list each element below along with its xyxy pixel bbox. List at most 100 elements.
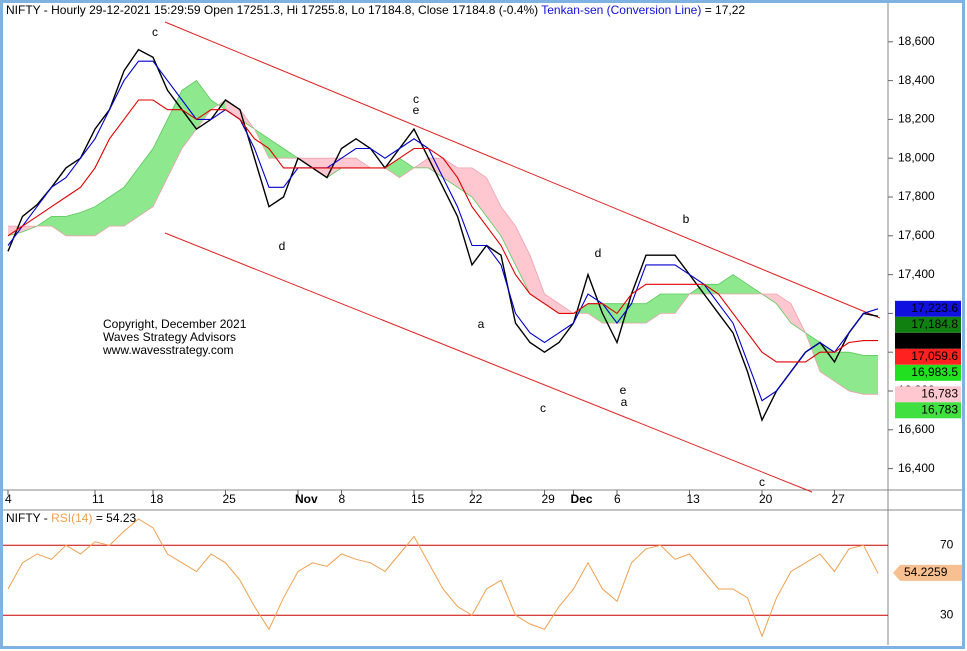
price-tag (895, 348, 961, 365)
wave-label: e (413, 103, 420, 117)
price-tag (895, 332, 961, 349)
x-tick-label: 20 (759, 492, 773, 506)
wave-label: b (683, 212, 690, 226)
price-tag-label: 16,783 (921, 402, 958, 416)
cloud-segment (776, 294, 791, 324)
cloud-segment (95, 197, 110, 236)
y-tick-label: 17,400 (898, 267, 935, 281)
wave-label: d (595, 246, 602, 260)
price-tag (895, 300, 961, 317)
chart-title: NIFTY - Hourly 29-12-2021 15:29:59 Open … (6, 3, 745, 17)
price-tag-label: 17,184.8 (911, 317, 958, 331)
cloud-segment (457, 167, 472, 197)
series-line (7, 99, 878, 363)
cloud-segment (501, 206, 516, 265)
cloud-segment (109, 187, 124, 227)
y-tick-label: 18,600 (898, 34, 935, 48)
x-tick-label: 8 (339, 492, 346, 506)
cloud-segment (167, 90, 182, 178)
x-tick-label: 6 (614, 492, 621, 506)
rsi-title: NIFTY - RSI(14) = 54.23 (6, 511, 137, 525)
cloud-segment (225, 100, 240, 120)
price-tag-label: 17,223.6 (911, 301, 958, 315)
price-tag (895, 402, 961, 419)
plot-layer: 16,40016,60016,80017,00017,20017,40017,6… (3, 25, 962, 638)
legend-entry: RSI(14) (51, 511, 92, 525)
last-value-tag (893, 564, 962, 581)
x-tick-label: 27 (832, 492, 846, 506)
x-tick-label: 29 (542, 492, 556, 506)
legend-value: = 54.23 (96, 511, 137, 525)
cloud-segment (834, 352, 849, 391)
cloud-segment (66, 212, 81, 236)
x-tick-label: 15 (411, 492, 425, 506)
y-tick-label: 70 (940, 537, 954, 551)
copyright-text: www.wavesstrategy.com (102, 343, 233, 357)
y-tick-label: 16,600 (898, 422, 935, 436)
y-tick-label: 18,200 (898, 112, 935, 126)
price-tag (895, 386, 961, 403)
x-tick-label: 11 (92, 492, 105, 506)
cloud-segment (138, 148, 153, 217)
cloud-segment (631, 303, 646, 324)
price-tag (895, 364, 961, 381)
series-line (7, 518, 879, 638)
cloud-segment (515, 226, 530, 294)
x-tick-label: 13 (687, 492, 701, 506)
cloud-segment (544, 294, 559, 314)
wave-label: c (759, 475, 765, 489)
cloud-segment (863, 355, 878, 395)
wave-label: c (540, 401, 546, 415)
series-line (7, 60, 879, 402)
cloud-segment (51, 216, 66, 236)
wave-label: c (152, 25, 158, 39)
cloud-segment (341, 158, 356, 168)
cloud-segment (733, 274, 748, 294)
y-tick-label: 18,400 (898, 73, 935, 87)
price-tag-label: 16,783 (921, 386, 958, 400)
x-tick-label: Nov (295, 492, 318, 506)
wave-label: a (478, 317, 485, 331)
cloud-segment (399, 158, 414, 178)
cloud-segment (124, 167, 139, 227)
wave-label: a (621, 395, 628, 409)
wave-label: e (620, 383, 627, 397)
y-tick-label: 17,800 (898, 189, 935, 203)
channel-lower (164, 232, 813, 493)
y-tick-label: 30 (940, 607, 954, 621)
price-tag-label: 17,184.8 (911, 333, 958, 347)
copyright-text: Copyright, December 2021 (103, 317, 247, 331)
legend-entry: Tenkan-sen (Conversion Line) (541, 3, 701, 17)
cloud-segment (718, 274, 733, 294)
price-tag-label: 17,059.6 (911, 349, 958, 363)
title-text: NIFTY - (6, 511, 51, 525)
copyright-text: Waves Strategy Advisors (103, 330, 236, 344)
y-tick-label: 18,000 (898, 150, 935, 164)
price-tag (895, 316, 961, 333)
cloud-segment (428, 158, 443, 178)
y-tick-label: 16,400 (898, 461, 935, 475)
cloud-segment (588, 303, 603, 324)
x-tick-label: 25 (223, 492, 237, 506)
wave-label: d (279, 239, 286, 253)
cloud-segment (660, 294, 675, 314)
last-value-label: 54.2259 (904, 565, 948, 579)
price-tag-label: 16,983.5 (911, 365, 958, 379)
wave-label: c (413, 92, 419, 106)
x-tick-label: 4 (5, 492, 12, 506)
cloud-segment (486, 177, 501, 236)
cloud-segment (646, 294, 661, 324)
legend-value: = 17,22 (705, 3, 746, 17)
series-line (7, 48, 879, 422)
x-tick-label: Dec (571, 492, 593, 506)
channel-upper (164, 21, 881, 319)
cloud-segment (472, 167, 487, 217)
cloud-segment (849, 352, 864, 395)
cloud-segment (80, 206, 95, 236)
title-text: NIFTY - Hourly 29-12-2021 15:29:59 Open … (6, 3, 538, 17)
cloud-segment (530, 255, 545, 304)
x-tick-label: 22 (469, 492, 483, 506)
x-tick-label: 18 (150, 492, 164, 506)
